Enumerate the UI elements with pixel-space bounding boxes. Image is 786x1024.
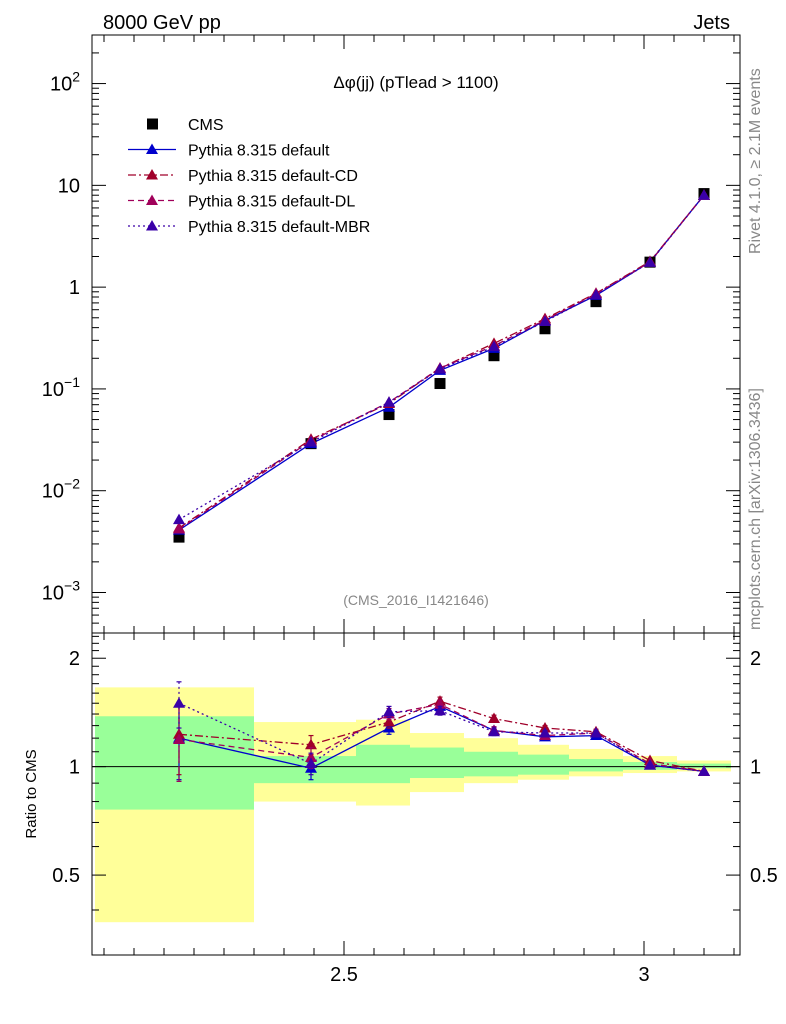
main-ytick-label: 10−2	[42, 476, 80, 503]
legend-label-default_dl: Pythia 8.315 default-DL	[188, 194, 355, 211]
legend-label-data: CMS	[188, 117, 224, 134]
ratio-band-inner	[356, 744, 410, 784]
ratio-point-default_dl	[305, 751, 317, 763]
ratio-ytick-label-left: 2	[69, 648, 80, 670]
ratio-ytick-label-right: 2	[750, 648, 761, 670]
legend-marker-data	[147, 118, 158, 130]
ratio-band-layer	[95, 687, 731, 923]
ratio-point-default_mbr	[539, 727, 551, 738]
ratio-point-default_mbr	[590, 727, 602, 738]
series-line-default_cd	[178, 194, 705, 529]
ratio-point-default_mbr	[173, 697, 185, 708]
mcplots-label: mcplots.cern.ch [arXiv:1306.3436]	[747, 388, 764, 630]
main-series-layer	[173, 188, 710, 543]
main-ytick-label: 1	[69, 277, 80, 299]
ratio-frame	[91, 632, 741, 956]
legend-label-default_mbr: Pythia 8.315 default-MBR	[188, 219, 370, 236]
ratio-point-default_dl	[434, 698, 446, 709]
ratio-band-inner	[518, 754, 569, 775]
ratio-band-inner	[464, 751, 518, 777]
data-point-data	[539, 323, 551, 335]
legend-label-default: Pythia 8.315 default	[188, 143, 330, 160]
data-point-data	[383, 409, 395, 421]
ratio-band-inner	[254, 756, 356, 784]
ratio-xtick-label: 2.5	[330, 964, 358, 986]
legend-marker-default_cd	[146, 169, 158, 180]
ratio-point-default_mbr	[488, 725, 500, 737]
ratio-point-default_cd	[305, 738, 317, 750]
ratio-point-default_mbr	[305, 757, 317, 769]
header-left: 8000 GeV pp	[103, 12, 221, 34]
main-ytick-label: 102	[50, 69, 80, 96]
legend: CMS Pythia 8.315 default Pythia 8.315 defa…	[128, 117, 370, 236]
ratio-ytick-label-right: 1	[750, 757, 761, 779]
legend-marker-default_dl	[146, 194, 158, 205]
ratio-tick-layer: 0.5 0.5 1 1 2 2 2.5 3	[52, 633, 778, 986]
main-ytick-label: 10	[58, 175, 80, 197]
data-point-default_mbr	[434, 362, 446, 374]
ratio-band-inner	[569, 759, 623, 772]
data-point-default_mbr	[590, 288, 602, 300]
series-line-default_mbr	[178, 194, 705, 521]
ratio-point-default_mbr	[698, 765, 710, 776]
main-title: Δφ(jj) (pTlead > 1100)	[333, 73, 498, 92]
data-point-default_dl	[173, 523, 185, 534]
data-point-default_mbr	[383, 396, 395, 407]
main-ytick-label: 10−1	[42, 374, 80, 401]
data-point-default_mbr	[305, 436, 317, 447]
ratio-point-default_dl	[173, 733, 185, 744]
ratio-ytick-label-left: 0.5	[52, 865, 80, 887]
ratio-ytick-label-left: 1	[69, 757, 80, 779]
ratio-xtick-label: 3	[638, 964, 649, 986]
main-panel: 10−3 10−2 10−1 1 10 102 Δφ(jj) (pTlead > 1100…	[42, 34, 741, 634]
legend-marker-default	[146, 143, 158, 154]
ratio-ylabel: Ratio to CMS	[23, 749, 40, 838]
data-point-default_mbr	[173, 513, 185, 525]
ratio-series-layer	[173, 681, 710, 783]
ratio-point-default_mbr	[644, 759, 656, 770]
ratio-band-inner	[410, 747, 464, 779]
data-point-default_mbr	[488, 340, 500, 352]
data-point-data	[488, 350, 500, 362]
legend-marker-default_mbr	[146, 220, 158, 231]
ratio-point-default_cd	[488, 712, 500, 724]
legend-label-default_cd: Pythia 8.315 default-CD	[188, 168, 358, 185]
ratio-point-default_cd	[383, 716, 395, 727]
ratio-ytick-label-right: 0.5	[750, 865, 778, 887]
ratio-band-inner	[95, 716, 254, 810]
main-ytick-label: 10−3	[42, 577, 80, 604]
ratio-point-default_mbr	[434, 704, 446, 716]
ratio-line-default_mbr	[178, 702, 705, 773]
data-point-default_mbr	[539, 315, 551, 326]
data-point-default_mbr	[644, 256, 656, 267]
watermark: (CMS_2016_I1421646)	[343, 592, 489, 608]
ratio-point-default_mbr	[383, 705, 395, 717]
header-right: Jets	[693, 12, 730, 34]
data-point-default_mbr	[698, 189, 710, 200]
main-tick-layer: 10−3 10−2 10−1 1 10 102	[42, 34, 740, 634]
ratio-panel: 0.5 0.5 1 1 2 2 2.5 3 Ratio to CMS	[23, 632, 778, 986]
data-point-data	[434, 378, 446, 390]
rivet-label: Rivet 4.1.0, ≥ 2.1M events	[747, 68, 764, 254]
data-point-data	[590, 296, 602, 308]
data-point-data	[173, 531, 185, 543]
